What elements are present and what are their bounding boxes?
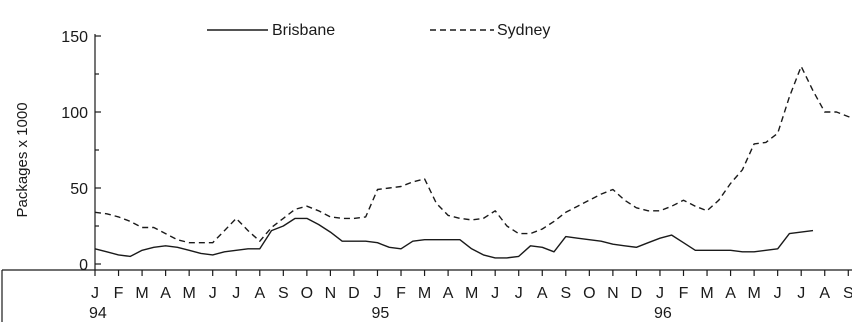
x-tick-label: A — [443, 285, 454, 302]
x-tick-label: M — [465, 285, 478, 302]
x-tick-label: A — [537, 285, 548, 302]
legend-brisbane-label: Brisbane — [272, 22, 335, 39]
x-tick-label: A — [254, 285, 265, 302]
legend: Brisbane Sydney — [207, 22, 550, 39]
series-line-sydney — [94, 65, 852, 244]
x-tick-label: S — [560, 285, 571, 302]
x-tick-label: F — [396, 285, 406, 302]
x-tick-label: O — [583, 285, 595, 302]
x-tick-label: N — [607, 285, 619, 302]
x-tick-label: A — [160, 285, 171, 302]
year-label: 96 — [654, 305, 672, 322]
series-layer — [94, 65, 852, 259]
x-tick-label: J — [797, 285, 805, 302]
x-tick-label: J — [774, 285, 782, 302]
x-tick-label: O — [301, 285, 313, 302]
x-tick-label: J — [232, 285, 240, 302]
x-tick-label: D — [348, 285, 360, 302]
x-tick-label: F — [679, 285, 689, 302]
legend-sydney-label: Sydney — [497, 22, 550, 39]
x-axis-ticks: JFMAMJJASONDJFMAMJJASONDJFMAMJJASOND9495… — [89, 270, 852, 322]
x-tick-label: M — [135, 285, 148, 302]
y-tick-label: 50 — [70, 181, 88, 198]
y-axis-ticks: 0 50 100 150 — [61, 29, 101, 274]
x-tick-label: A — [725, 285, 736, 302]
x-tick-label: J — [91, 285, 99, 302]
x-tick-label: J — [491, 285, 499, 302]
y-axis-label: Packages x 1000 — [14, 102, 31, 217]
y-tick-label: 150 — [61, 29, 88, 46]
x-tick-label: J — [373, 285, 381, 302]
x-tick-label: D — [631, 285, 643, 302]
x-tick-label: N — [325, 285, 337, 302]
x-tick-label: A — [819, 285, 830, 302]
year-label: 95 — [371, 305, 389, 322]
year-label: 94 — [89, 305, 107, 322]
x-tick-label: M — [747, 285, 760, 302]
series-line-brisbane — [94, 217, 814, 259]
x-tick-label: J — [209, 285, 217, 302]
x-tick-label: J — [656, 285, 664, 302]
x-tick-label: M — [700, 285, 713, 302]
y-tick-label: 0 — [79, 257, 88, 274]
x-tick-label: M — [418, 285, 431, 302]
x-tick-label: J — [515, 285, 523, 302]
x-tick-label: M — [182, 285, 195, 302]
x-tick-label: S — [843, 285, 852, 302]
x-tick-label: S — [278, 285, 289, 302]
x-tick-label: F — [114, 285, 124, 302]
y-tick-label: 100 — [61, 105, 88, 122]
